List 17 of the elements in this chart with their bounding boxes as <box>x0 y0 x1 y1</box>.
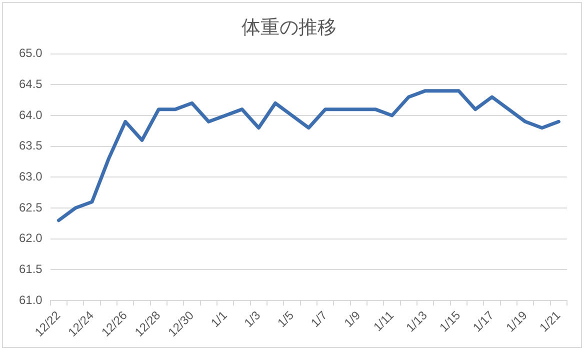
x-tick-label: 1/21 <box>536 308 564 335</box>
chart-title: 体重の推移 <box>242 16 336 38</box>
x-tick-label: 1/3 <box>241 308 264 330</box>
y-tick-label: 61.0 <box>18 292 43 307</box>
x-tick-label: 1/7 <box>308 308 330 330</box>
y-tick-label: 62.5 <box>18 200 43 214</box>
y-tick-label: 61.5 <box>18 262 43 276</box>
y-tick-label: 64.5 <box>18 76 43 91</box>
x-tick-label: 1/9 <box>341 308 364 330</box>
y-tick-label: 62.0 <box>18 231 43 246</box>
y-tick-label: 65.0 <box>18 46 43 60</box>
y-tick-label: 64.0 <box>18 108 43 122</box>
x-tick-label: 1/5 <box>274 308 297 330</box>
x-tick-label: 1/11 <box>370 308 397 334</box>
x-tick-label: 1/1 <box>208 308 230 330</box>
y-tick-label: 63.5 <box>18 138 43 153</box>
y-tick-label: 63.0 <box>18 170 43 184</box>
